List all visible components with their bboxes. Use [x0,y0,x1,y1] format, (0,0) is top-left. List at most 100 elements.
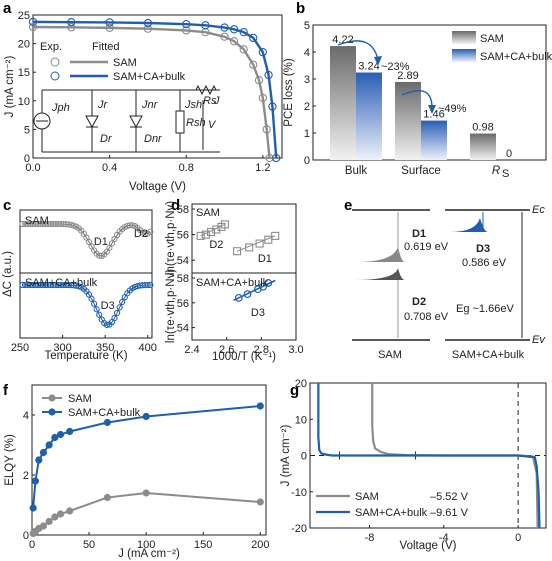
panel-c-point-sam [147,228,154,235]
panel-c-ylabel: ΔC (a.u.) [2,251,14,297]
panel-c-d1: D1 [94,236,108,248]
panel-c-point-ca [96,311,103,318]
panel-a-exp-point [28,22,38,32]
panel-d-label-ca: SAM+CA+bulk [196,277,269,289]
panel-a-exp-point [220,23,229,32]
panel-g-xlabel: Voltage (V) [400,540,457,552]
panel-a-frame [32,14,283,159]
panel-c-letter: c [3,197,11,214]
panel-c-frame [19,209,153,339]
panel-b-bar-value: 0 [506,148,512,160]
panel-d-ybottom-tick-label: 56 [177,298,189,310]
panel-b-arrow [337,40,379,61]
panel-g-y-tick-label: -10 [291,487,307,499]
panel-f-legend-marker [48,394,56,402]
panel-a-exp-point [239,45,248,54]
panel-a-xlabel: Voltage (V) [129,181,186,193]
panel-d-d3: D3 [251,307,265,319]
panel-c-line-sam [22,223,151,257]
panel-c-point-ca [88,295,95,302]
panel-a-exp-point [67,17,76,27]
panel-f-point-sam [103,493,111,502]
panel-g-x-tick-label: -8 [365,532,375,544]
panel-b-bar-ca [421,120,447,160]
panel-f-point-ca [51,433,59,442]
panel-b-y-tick-label: 2 [304,101,310,113]
panel-a-exp-point [143,24,153,33]
panel-d-ytop-tick-label: 56 [177,230,189,242]
panel-c-point-ca [111,314,118,322]
panel-e-d3: D3 [476,243,490,255]
panel-d-ytop-tick-label: 54 [177,255,189,267]
panel-f-point-sam [39,522,48,530]
panel-e-d3-energy: 0.586 eV [462,257,507,269]
panel-f-y-tick-label: 0 [23,530,29,542]
panel-d-frame [191,203,297,341]
panel-e-trap-d3 [450,218,488,232]
panel-a-exp-point [28,17,38,27]
series-resistor-icon [195,84,217,96]
panel-a-exp-point [258,93,267,103]
panel-a-exp-point [268,102,277,111]
panel-a-exp-point [262,125,271,134]
panel-c-point-sam [106,244,113,251]
panel-f-point-ca [39,448,48,457]
panel-f-point-sam [45,517,53,526]
panel-a-exp-point [220,32,229,41]
panel-b-y-tick-label: 0 [304,155,310,167]
panel-d-d1: D1 [258,253,272,265]
panel-b-category-sub: S [502,168,509,180]
panel-b-y-tick-label: 1 [304,128,310,140]
panel-a-exp-point [229,25,239,34]
panel-f-point-ca [56,430,65,439]
panel-d-ybottom-tick-label: 54 [177,323,189,335]
panel-f-point-sam [66,507,74,515]
panel-c-x-tick-label: 350 [96,342,114,354]
panel-f-letter: f [3,382,9,399]
panel-f-legend-marker [48,408,56,416]
panel-a-y-tick-label: 20 [18,39,30,51]
panel-d-point-d3 [234,293,243,302]
panel-e-ev: Ev [532,334,546,346]
panel-b-category-label: Surface [401,165,441,177]
diode-icon [129,115,143,129]
panel-a-exp-point [258,48,267,57]
panel-a-fit-line-sam [32,25,271,159]
panel-d-fit-d2 [200,223,226,237]
panel-d-x-tick-label: 2.6 [219,344,234,356]
circuit-label-rs: Rs [203,95,217,107]
panel-d-d2: D2 [209,239,223,251]
panel-f-point-sam [256,498,264,506]
panel-a-y-tick-label: 25 [18,10,30,22]
panel-f-point-ca [142,412,150,421]
panel-b-letter: b [296,0,305,17]
panel-a-legend-marker [50,57,60,67]
panel-a-legend-fitted: Fitted [92,41,120,53]
panel-e-d2: D2 [412,296,426,308]
panel-b-arrowhead [428,105,436,114]
panel-b-arrowhead [374,56,382,66]
panel-d-label-sam: SAM [196,207,220,219]
panel-c-label-ca: SAM+CA+bulk [25,277,98,289]
panel-c-x-tick-label: 300 [53,342,71,354]
panel-f-x-tick-label: 0 [29,539,35,551]
panel-a-letter: a [3,0,12,17]
panel-f-xlabel: J (mA cm⁻²) [118,548,180,560]
panel-f-y-tick-label: 2 [23,470,29,482]
panel-a-legend-sam: SAM [113,57,137,69]
panel-b-y-tick-label: 5 [304,20,310,32]
panel-g-ylabel: J (mA cm⁻²) [280,425,292,487]
diode-icon [85,115,99,129]
panel-g-legend-sam-v: –5.52 V [430,491,469,503]
panel-d-fit-d1 [236,235,276,252]
panel-a-exp-point [264,70,273,80]
panel-c-d2: D2 [134,228,148,240]
panel-c-d3: D3 [101,300,115,312]
panel-d-fit-d3 [233,279,276,302]
panel-f-y-tick-label: 4 [23,410,29,422]
panel-a-exp-point [229,37,239,46]
panel-c-point-sam [85,238,93,246]
panel-a-legend-ca: SAM+CA+bulk [113,71,186,83]
panel-a-exp-point [182,26,191,35]
